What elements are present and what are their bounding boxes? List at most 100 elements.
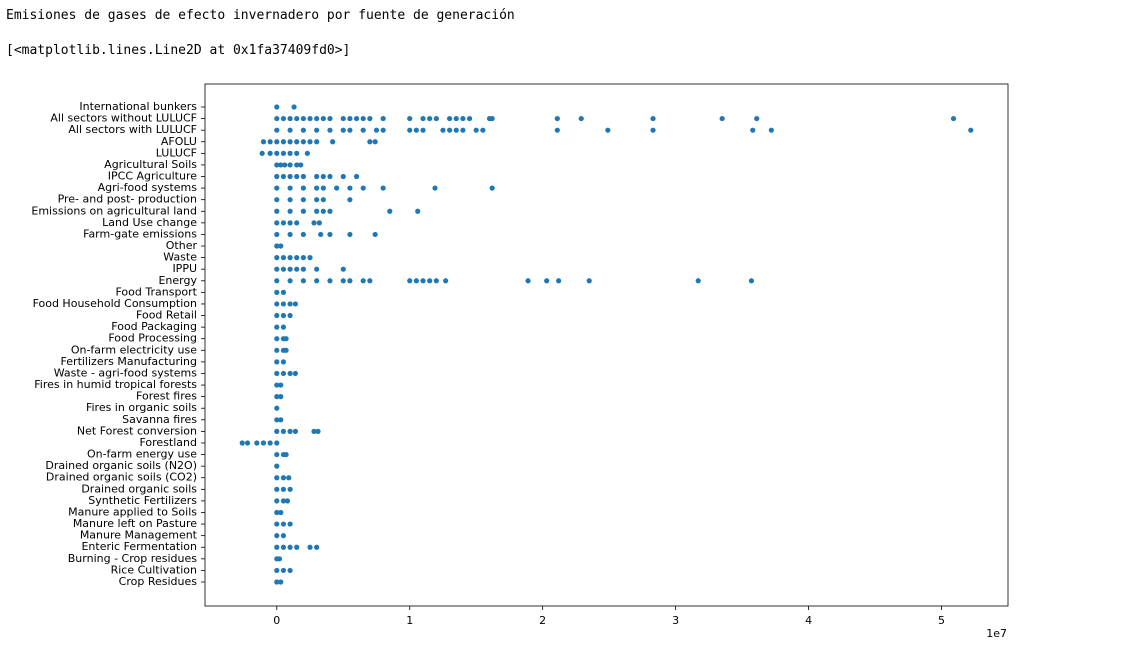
point <box>274 301 280 307</box>
point <box>311 220 317 226</box>
y-tick-label: Drained organic soils (N2O) <box>45 459 197 472</box>
point <box>278 509 284 516</box>
point <box>427 278 433 284</box>
point <box>327 127 333 133</box>
point <box>300 173 306 180</box>
point <box>320 173 326 180</box>
point <box>274 498 280 504</box>
point <box>340 173 346 180</box>
point <box>340 127 346 133</box>
point <box>280 533 287 539</box>
point <box>314 173 320 180</box>
point <box>300 255 306 261</box>
point <box>274 394 280 400</box>
point <box>280 428 287 434</box>
y-tick-label: Agricultural Soils <box>104 158 197 171</box>
point <box>274 324 280 330</box>
y-tick-label: Energy <box>158 274 197 287</box>
point <box>280 498 287 504</box>
point <box>372 139 378 145</box>
point <box>443 278 449 284</box>
point <box>274 475 280 481</box>
point <box>287 220 293 226</box>
point <box>274 104 280 110</box>
y-tick-label: IPPU <box>172 262 197 275</box>
point <box>287 278 293 284</box>
point <box>489 185 495 191</box>
point <box>280 370 287 377</box>
point <box>420 115 426 122</box>
point <box>274 139 280 145</box>
point <box>294 115 300 122</box>
point <box>453 115 459 122</box>
point <box>420 127 426 133</box>
point <box>586 278 592 284</box>
point <box>367 139 373 145</box>
point <box>294 162 300 168</box>
point <box>280 324 287 330</box>
point <box>347 115 353 122</box>
point <box>284 498 291 504</box>
point <box>278 579 284 585</box>
point <box>307 139 313 145</box>
point <box>440 127 446 133</box>
point <box>447 127 453 133</box>
point <box>274 231 280 238</box>
y-tick-label: AFOLU <box>161 135 197 148</box>
return-value: [<matplotlib.lines.Line2D at 0x1fa37409f… <box>6 43 350 58</box>
point <box>274 278 280 284</box>
point <box>433 278 439 284</box>
point <box>287 266 293 272</box>
x-offset-label: 1e7 <box>986 627 1007 640</box>
point <box>719 115 725 122</box>
point <box>314 197 320 203</box>
x-tick-label: 2 <box>539 614 546 627</box>
point <box>695 278 701 284</box>
point <box>287 255 293 261</box>
point <box>280 486 287 492</box>
point <box>968 127 974 133</box>
point <box>347 185 353 191</box>
point <box>415 208 421 214</box>
point <box>280 115 287 122</box>
point <box>353 115 360 122</box>
point <box>300 115 306 122</box>
point <box>287 312 293 319</box>
y-tick-label: Manure applied to Soils <box>68 505 197 518</box>
point <box>307 255 313 261</box>
point <box>347 278 353 284</box>
point <box>460 127 466 133</box>
point <box>433 115 439 122</box>
point <box>300 266 306 272</box>
x-tick-label: 4 <box>805 614 812 627</box>
point <box>380 185 386 191</box>
point <box>280 289 287 295</box>
point <box>294 255 300 261</box>
point <box>294 173 300 180</box>
point <box>274 208 280 214</box>
point <box>294 266 300 272</box>
point <box>300 197 306 203</box>
point <box>340 266 346 272</box>
point <box>274 347 280 353</box>
point <box>316 220 322 226</box>
point <box>287 301 293 307</box>
point <box>347 231 353 238</box>
point <box>380 115 386 122</box>
point <box>287 370 293 377</box>
point <box>334 185 340 191</box>
point <box>280 521 287 527</box>
y-tick-label: Manure Management <box>80 529 198 542</box>
point <box>650 115 656 122</box>
point <box>294 544 300 550</box>
point <box>274 359 280 365</box>
point <box>254 440 260 446</box>
y-tick-label: Drained organic soils (CO2) <box>46 471 197 484</box>
point <box>280 220 287 226</box>
y-tick-label: Enteric Fermentation <box>81 540 197 553</box>
y-tick-label: LULUCF <box>156 146 197 159</box>
point <box>274 533 280 539</box>
point <box>274 127 280 133</box>
y-tick-label: On-farm electricity use <box>71 343 197 356</box>
point <box>748 278 755 284</box>
